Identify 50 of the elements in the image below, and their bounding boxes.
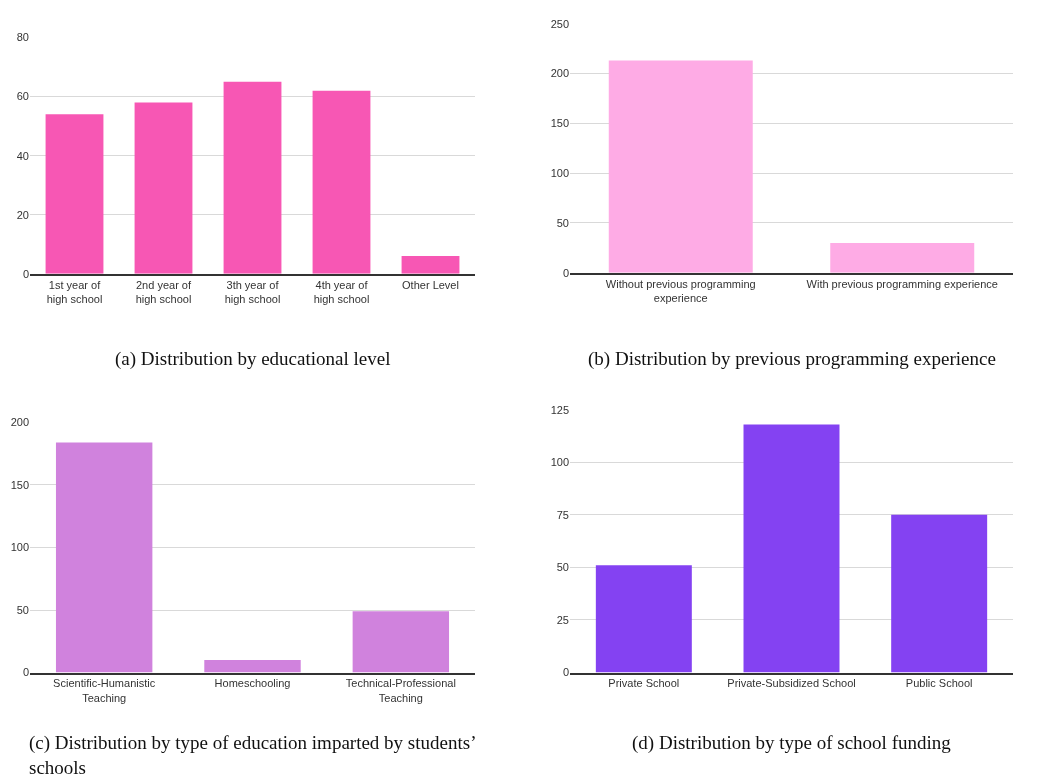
x-tick-label: Without previous programming experience <box>605 277 756 305</box>
x-tick-label: Technical-Professional Teaching <box>345 677 456 704</box>
text: (c) Distribution by type of education imparted by students’ schools <box>29 732 477 776</box>
bar <box>45 114 104 274</box>
bar <box>134 102 193 274</box>
y-tick-label: 0 <box>562 266 569 279</box>
y-tick-label: 100 <box>550 456 569 469</box>
text: (d) Distribution by type of school funding <box>632 732 952 754</box>
x-tick-label: Private-Subsidized School <box>727 677 856 690</box>
y-tick-label: 0 <box>562 666 569 679</box>
x-tick-label: Public School <box>905 677 973 690</box>
y-tick-label: 150 <box>550 117 569 130</box>
bar <box>204 660 301 673</box>
bar <box>743 424 840 673</box>
y-tick-label: 80 <box>16 31 29 44</box>
y-tick-label: 75 <box>556 508 569 521</box>
bar <box>352 611 450 673</box>
y-tick-label: 60 <box>16 90 29 103</box>
y-tick-label: 200 <box>10 416 29 429</box>
x-tick-label: 2nd year of high school <box>135 278 192 306</box>
y-tick-label: 250 <box>550 17 569 30</box>
y-tick-label: 125 <box>550 403 569 416</box>
x-tick-label: 3th year of high school <box>224 278 281 306</box>
y-tick-label: 20 <box>16 208 29 221</box>
y-tick-label: 200 <box>550 67 569 80</box>
y-tick-label: 25 <box>556 613 569 626</box>
y-tick-label: 100 <box>10 541 29 554</box>
x-tick-label: Private School <box>608 677 680 690</box>
bar <box>401 256 460 274</box>
bar <box>595 565 692 673</box>
y-tick-label: 50 <box>16 603 29 616</box>
y-tick-label: 0 <box>22 267 29 280</box>
y-tick-label: 0 <box>22 666 29 679</box>
bar <box>312 90 371 274</box>
x-tick-label: 4th year of high school <box>313 278 370 306</box>
y-tick-label: 40 <box>16 149 29 162</box>
text: (a) Distribution by educational level <box>115 348 391 370</box>
text: (b) Distribution by previous programming experience <box>588 348 996 370</box>
y-tick-label: 50 <box>556 216 569 229</box>
bar <box>55 442 153 673</box>
x-tick-label: Scientific-Humanistic Teaching <box>53 677 156 704</box>
y-tick-label: 100 <box>550 167 569 180</box>
y-tick-label: 150 <box>10 478 29 491</box>
y-tick-label: 50 <box>556 561 569 574</box>
x-tick-label: With previous programming experience <box>806 277 998 290</box>
x-tick-label: Other Level <box>402 278 459 291</box>
x-tick-label: 1st year of high school <box>46 278 103 306</box>
bar <box>891 514 988 673</box>
bar <box>223 81 282 274</box>
x-tick-label: Homeschooling <box>214 677 291 690</box>
